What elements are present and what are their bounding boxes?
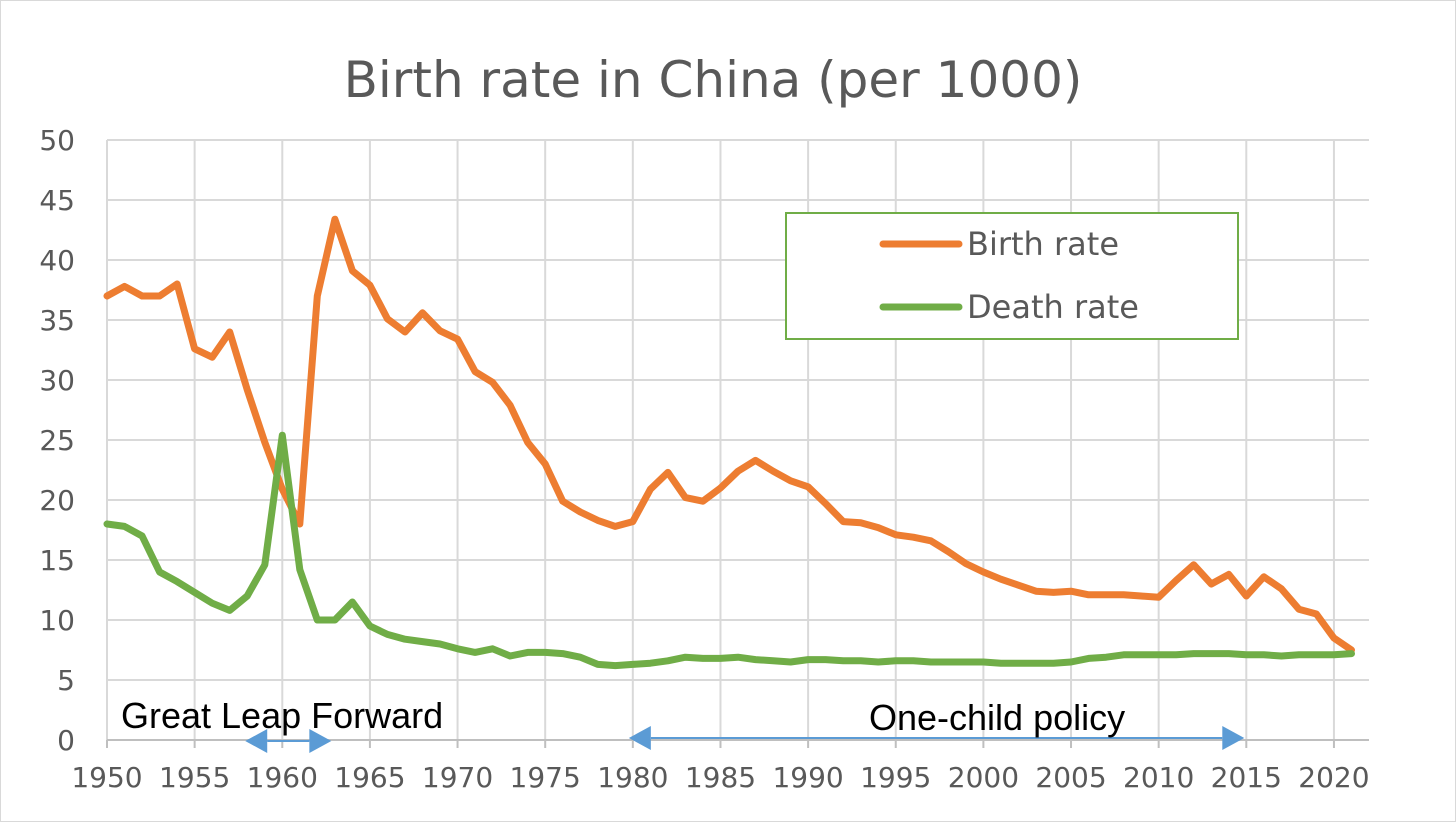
annotation-label-great-leap-forward: Great Leap Forward <box>121 695 443 736</box>
annotation-arrow-head-right <box>309 729 332 753</box>
annotation-arrow-head-right <box>1222 726 1245 750</box>
x-tick-label: 1965 <box>334 761 405 794</box>
x-tick-label: 1955 <box>159 761 230 794</box>
legend-label-birth-rate: Birth rate <box>967 225 1119 263</box>
y-tick-label: 50 <box>39 124 75 157</box>
y-tick-label: 25 <box>39 424 75 457</box>
series-lines <box>103 215 1355 670</box>
y-tick-label: 10 <box>39 604 75 637</box>
legend-box <box>785 212 1239 340</box>
x-tick-label: 1950 <box>71 761 142 794</box>
y-axis-tick-labels: 0 5 10 15 20 25 30 35 40 45 50 <box>39 124 75 757</box>
y-tick-label: 30 <box>39 364 75 397</box>
x-tick-label: 1985 <box>685 761 756 794</box>
x-tick-label: 1990 <box>772 761 843 794</box>
x-tick-label: 2015 <box>1211 761 1282 794</box>
y-tick-label: 20 <box>39 484 75 517</box>
x-axis-tick-labels: 1950 1955 1960 1965 1970 1975 1980 1985 1990 1995… <box>71 761 1369 794</box>
x-tick-label: 2000 <box>948 761 1019 794</box>
y-tick-label: 0 <box>57 724 75 757</box>
y-tick-label: 5 <box>57 664 75 697</box>
annotation-arrow-head-left <box>628 726 651 750</box>
annotation-arrow-head-left <box>245 729 268 753</box>
y-tick-label: 35 <box>39 304 75 337</box>
x-tick-label: 1995 <box>860 761 931 794</box>
x-tick-label: 2005 <box>1035 761 1106 794</box>
series-line-birth-rate <box>103 215 1355 654</box>
annotation-arrow-one-child-policy <box>628 726 1245 750</box>
x-tick-label: 1960 <box>247 761 318 794</box>
x-tick-label: 1970 <box>422 761 493 794</box>
x-tick-label: 1980 <box>597 761 668 794</box>
series-line-death-rate <box>103 431 1355 670</box>
annotation-arrow-great-leap-forward <box>245 729 332 753</box>
y-tick-label: 40 <box>39 244 75 277</box>
x-tick-label: 2020 <box>1298 761 1369 794</box>
y-tick-label: 15 <box>39 544 75 577</box>
x-tick-label: 2010 <box>1123 761 1194 794</box>
annotations: Great Leap Forward One-child policy <box>121 695 1245 753</box>
chart-title: Birth rate in China (per 1000) <box>344 51 1083 109</box>
x-tick-label: 1975 <box>510 761 581 794</box>
annotation-label-one-child-policy: One-child policy <box>869 697 1125 738</box>
legend: Birth rate Death rate <box>785 212 1239 340</box>
y-tick-label: 45 <box>39 184 75 217</box>
legend-label-death-rate: Death rate <box>967 288 1139 326</box>
